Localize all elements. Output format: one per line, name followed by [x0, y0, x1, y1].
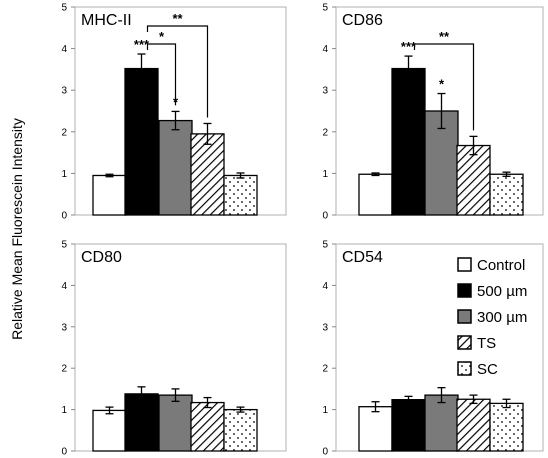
y-tick-label: 3	[61, 86, 67, 97]
error-bar-500um	[404, 395, 413, 404]
y-tick-label: 5	[322, 240, 328, 251]
error-bar-300um	[437, 92, 446, 130]
significance-star: *	[439, 77, 445, 92]
error-bar-ts	[203, 122, 212, 145]
panel-title: MHC-II	[81, 12, 132, 29]
legend-swatch-ts	[457, 335, 472, 350]
y-tick-label: 5	[61, 3, 67, 14]
error-bar-sc	[502, 398, 511, 409]
y-tick-label: 2	[322, 127, 328, 138]
y-tick-label: 1	[322, 405, 328, 416]
bar-ts	[190, 133, 225, 216]
bar-control	[92, 409, 127, 452]
significance-bracket	[146, 25, 209, 118]
y-tick-label: 3	[61, 322, 67, 333]
legend-swatch-500um	[457, 283, 472, 298]
significance-bracket	[413, 43, 475, 131]
error-bar-500um	[137, 386, 146, 402]
bracket-label: *	[159, 29, 165, 44]
y-tick-label: 0	[322, 211, 328, 222]
y-tick-label: 5	[322, 3, 328, 14]
error-bar-ts	[203, 396, 212, 409]
y-tick-label: 0	[61, 211, 67, 222]
y-tick-label: 2	[322, 364, 328, 375]
bar-500um	[391, 67, 426, 216]
bar-control	[358, 406, 393, 452]
panel-title: CD86	[342, 12, 383, 29]
error-bar-ts	[469, 135, 478, 156]
error-bar-control	[371, 172, 380, 177]
error-bar-500um	[404, 55, 413, 82]
legend-label-control: Control	[477, 257, 525, 274]
error-bar-control	[105, 406, 114, 415]
y-tick-label: 1	[61, 169, 67, 180]
legend-item: 500 µm	[457, 283, 527, 300]
panel-cd80: 0 1 2 3 4 5 CD80	[61, 240, 287, 458]
bar-sc	[223, 174, 258, 216]
bar-control	[358, 173, 393, 216]
bar-ts	[456, 398, 491, 452]
y-tick-label: 3	[322, 322, 328, 333]
error-bar-sc	[236, 172, 245, 179]
error-bar-500um	[137, 53, 146, 84]
error-bar-control	[371, 401, 380, 413]
bar-sc	[223, 408, 258, 452]
error-bar-300um	[437, 387, 446, 404]
bar-300um	[158, 394, 193, 452]
error-bar-sc	[502, 171, 511, 177]
significance-star: ***	[401, 39, 417, 54]
bar-500um	[124, 393, 159, 452]
bar-sc	[489, 402, 524, 452]
legend-label-ts: TS	[477, 335, 496, 352]
significance-star: ***	[134, 37, 150, 52]
bar-300um	[424, 394, 459, 452]
legend-label-300um: 300 µm	[477, 309, 527, 326]
y-tick-label: 0	[322, 447, 328, 458]
bar-300um	[158, 119, 193, 216]
y-tick-label: 1	[322, 169, 328, 180]
bar-sc	[489, 173, 524, 216]
bar-ts	[190, 401, 225, 452]
y-tick-label: 0	[61, 447, 67, 458]
bar-500um	[391, 399, 426, 452]
error-bar-control	[105, 173, 114, 178]
y-tick-label: 5	[61, 240, 67, 251]
y-axis-label: Relative Mean Fluorescein Intensity	[9, 118, 25, 340]
y-tick-label: 2	[61, 364, 67, 375]
bracket-label: **	[172, 11, 183, 26]
bar-control	[92, 174, 127, 216]
legend-item: Control	[457, 257, 525, 274]
legend-item: TS	[457, 335, 496, 352]
bracket-label: **	[439, 29, 450, 44]
error-bar-300um	[171, 110, 180, 131]
y-tick-label: 3	[322, 86, 328, 97]
legend-item: 300 µm	[457, 309, 527, 326]
panel-title: CD54	[342, 249, 383, 266]
panel-cd54: 0 1 2 3 4 5 CD54	[322, 240, 544, 458]
y-tick-label: 1	[61, 405, 67, 416]
legend: Control 500 µm 300 µm TS SC	[457, 257, 527, 378]
y-tick-label: 4	[61, 44, 67, 55]
significance-bracket	[146, 43, 177, 106]
error-bar-ts	[469, 394, 478, 405]
legend-item: SC	[457, 361, 498, 378]
y-tick-label: 2	[61, 127, 67, 138]
legend-label-sc: SC	[477, 361, 498, 378]
bar-ts	[456, 144, 491, 216]
y-tick-label: 4	[322, 281, 328, 292]
panel-title: CD80	[81, 249, 122, 266]
error-bar-sc	[236, 406, 245, 413]
legend-swatch-control	[457, 257, 472, 272]
bar-500um	[124, 67, 159, 216]
error-bar-300um	[171, 388, 180, 402]
y-tick-label: 4	[61, 281, 67, 292]
legend-label-500um: 500 µm	[477, 283, 527, 300]
legend-swatch-sc	[457, 361, 472, 376]
legend-swatch-300um	[457, 309, 472, 324]
y-tick-label: 4	[322, 44, 328, 55]
